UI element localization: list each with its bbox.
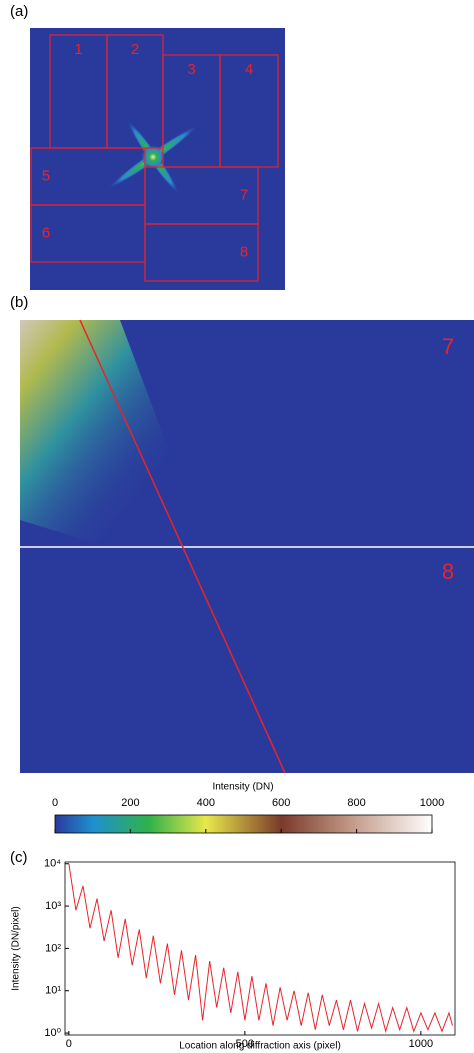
colorbar-tick-label: 800 <box>347 797 365 809</box>
panel-label: (a) <box>10 3 28 20</box>
plot-frame <box>64 861 456 1036</box>
region-label: 8 <box>442 559 454 584</box>
colorbar-tick-label: 1000 <box>420 797 444 809</box>
colorbar-tick-label: 600 <box>272 797 290 809</box>
x-axis-label: Location along diffraction axis (pixel) <box>179 1041 341 1052</box>
x-tick-label: 500 <box>236 1038 254 1050</box>
region-label: 4 <box>245 61 253 78</box>
region-label: 7 <box>442 334 454 359</box>
x-tick-label: 1000 <box>409 1038 433 1050</box>
region-box <box>144 223 259 282</box>
colorbar-title: Intensity (DN) <box>212 782 273 793</box>
panel-label: (b) <box>10 294 28 311</box>
colorbar-tick-label: 400 <box>197 797 215 809</box>
panel-label: (c) <box>10 849 28 866</box>
diffraction-pattern <box>107 120 199 194</box>
region-label: 5 <box>42 167 50 184</box>
data-line <box>68 863 453 1034</box>
region-label: 3 <box>187 61 195 78</box>
y-axis-label: Intensity (DN/pixel) <box>11 906 22 990</box>
region-label: 6 <box>42 224 50 241</box>
region-label: 7 <box>240 186 248 203</box>
y-tick-label: 10³ <box>45 900 61 912</box>
colorbar-tick-label: 200 <box>121 797 139 809</box>
region-label: 2 <box>131 41 139 58</box>
y-tick-label: 10⁰ <box>44 1027 61 1039</box>
diffraction-axis <box>79 319 286 774</box>
y-tick-label: 10¹ <box>45 985 61 997</box>
x-tick-label: 0 <box>66 1038 72 1050</box>
region-label: 1 <box>74 41 82 58</box>
colorbar-tick-label: 0 <box>52 797 58 809</box>
y-tick-label: 10⁴ <box>44 858 61 870</box>
y-tick-label: 10² <box>45 942 61 954</box>
diffraction-streak <box>20 320 210 560</box>
colorbar <box>54 814 433 834</box>
region-label: 8 <box>240 243 248 260</box>
